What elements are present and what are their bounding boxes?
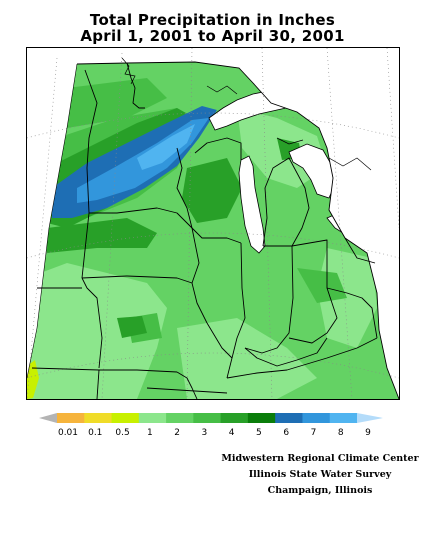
legend-swatch [193, 413, 222, 423]
boundary-iowa-illinois [191, 242, 208, 324]
boundary-oklahoma-arkansas [96, 369, 100, 399]
legend-swatch [275, 413, 303, 423]
canada-region [195, 48, 399, 298]
field-light-blue [137, 124, 195, 170]
legend-label: 4 [229, 428, 235, 438]
legend-swatch [329, 413, 358, 423]
legend-label: 3 [201, 428, 207, 438]
legend-label: 7 [311, 428, 317, 438]
legend-arrow-high [357, 413, 383, 423]
domain-edge-west [27, 63, 78, 379]
boundary-west-virginia [326, 287, 378, 339]
boundary-illinois-indiana [231, 242, 246, 359]
field-dark-iowa [47, 218, 157, 253]
precipitation-map [26, 47, 400, 400]
legend-swatch [84, 413, 113, 423]
map-canvas [27, 48, 399, 399]
credit-line-2: Illinois State Water Survey [248, 469, 392, 480]
field-light-south [177, 318, 317, 399]
legend-label: 0.5 [115, 428, 129, 438]
legend-swatch [166, 413, 194, 423]
boundary-south [146, 387, 228, 394]
boundary-ohio-river [244, 337, 328, 367]
legend-label: 5 [256, 428, 262, 438]
boundary-iowa-missouri [81, 275, 193, 284]
legend-color-bar [39, 413, 383, 423]
legend-label: 2 [174, 428, 180, 438]
legend-arrow-low [39, 413, 57, 423]
graticule [27, 48, 399, 399]
boundary-minnesota-north [126, 62, 145, 109]
state-boundaries [31, 62, 378, 399]
legend-swatch [57, 413, 85, 423]
lake-huron [288, 143, 336, 199]
field-yellow-spot [27, 360, 39, 399]
field-dark-spot [117, 316, 147, 338]
legend-swatch [138, 413, 167, 423]
legend-label: 8 [338, 428, 344, 438]
boundary-dakotas-minnesota [81, 69, 98, 279]
boundary-kansas-oklahoma [31, 367, 178, 373]
field-light-southwest [27, 263, 167, 399]
field-dark-wisconsin [182, 158, 242, 223]
boundary-illinois-south [206, 322, 233, 379]
outside-domain-west [27, 48, 207, 378]
boundary-minnesota-wisconsin [176, 147, 193, 229]
legend-label: 0.1 [88, 428, 102, 438]
legend-swatch [220, 413, 249, 423]
legend-label: 6 [283, 428, 289, 438]
credit-line-3: Champaign, Illinois [267, 485, 373, 496]
boundary-wisconsin-illinois [191, 227, 242, 244]
map-title-line-1: Total Precipitation in Inches [89, 11, 336, 29]
precipitation-legend: 0.01 0.1 0.5 1 2 3 4 5 6 7 8 9 [39, 413, 383, 438]
boundary-kansas-missouri [81, 277, 103, 369]
legend-swatch [302, 413, 331, 423]
boundary-wisconsin-michigan-up [194, 137, 242, 160]
legend-label: 9 [365, 428, 371, 438]
legend-swatch [111, 413, 140, 423]
map-title-line-2: April 1, 2001 to April 30, 2001 [80, 27, 345, 45]
field-medium-indiana [297, 268, 347, 303]
legend-labels: 0.01 0.1 0.5 1 2 3 4 5 6 7 8 9 [58, 428, 371, 438]
domain-edge [76, 61, 399, 399]
boundary-michigan-lower [262, 157, 310, 247]
credit-line-1: Midwestern Regional Climate Center [221, 453, 419, 464]
legend-label: 0.01 [58, 428, 78, 438]
boundary-kentucky-tennessee [226, 337, 378, 379]
legend-swatch [247, 413, 276, 423]
legend-label: 1 [147, 428, 153, 438]
canada-outlines [121, 57, 372, 171]
boundary-minnesota-iowa [89, 207, 196, 244]
boundary-ohio [288, 239, 338, 344]
boundary-missouri-arkansas [176, 371, 198, 399]
